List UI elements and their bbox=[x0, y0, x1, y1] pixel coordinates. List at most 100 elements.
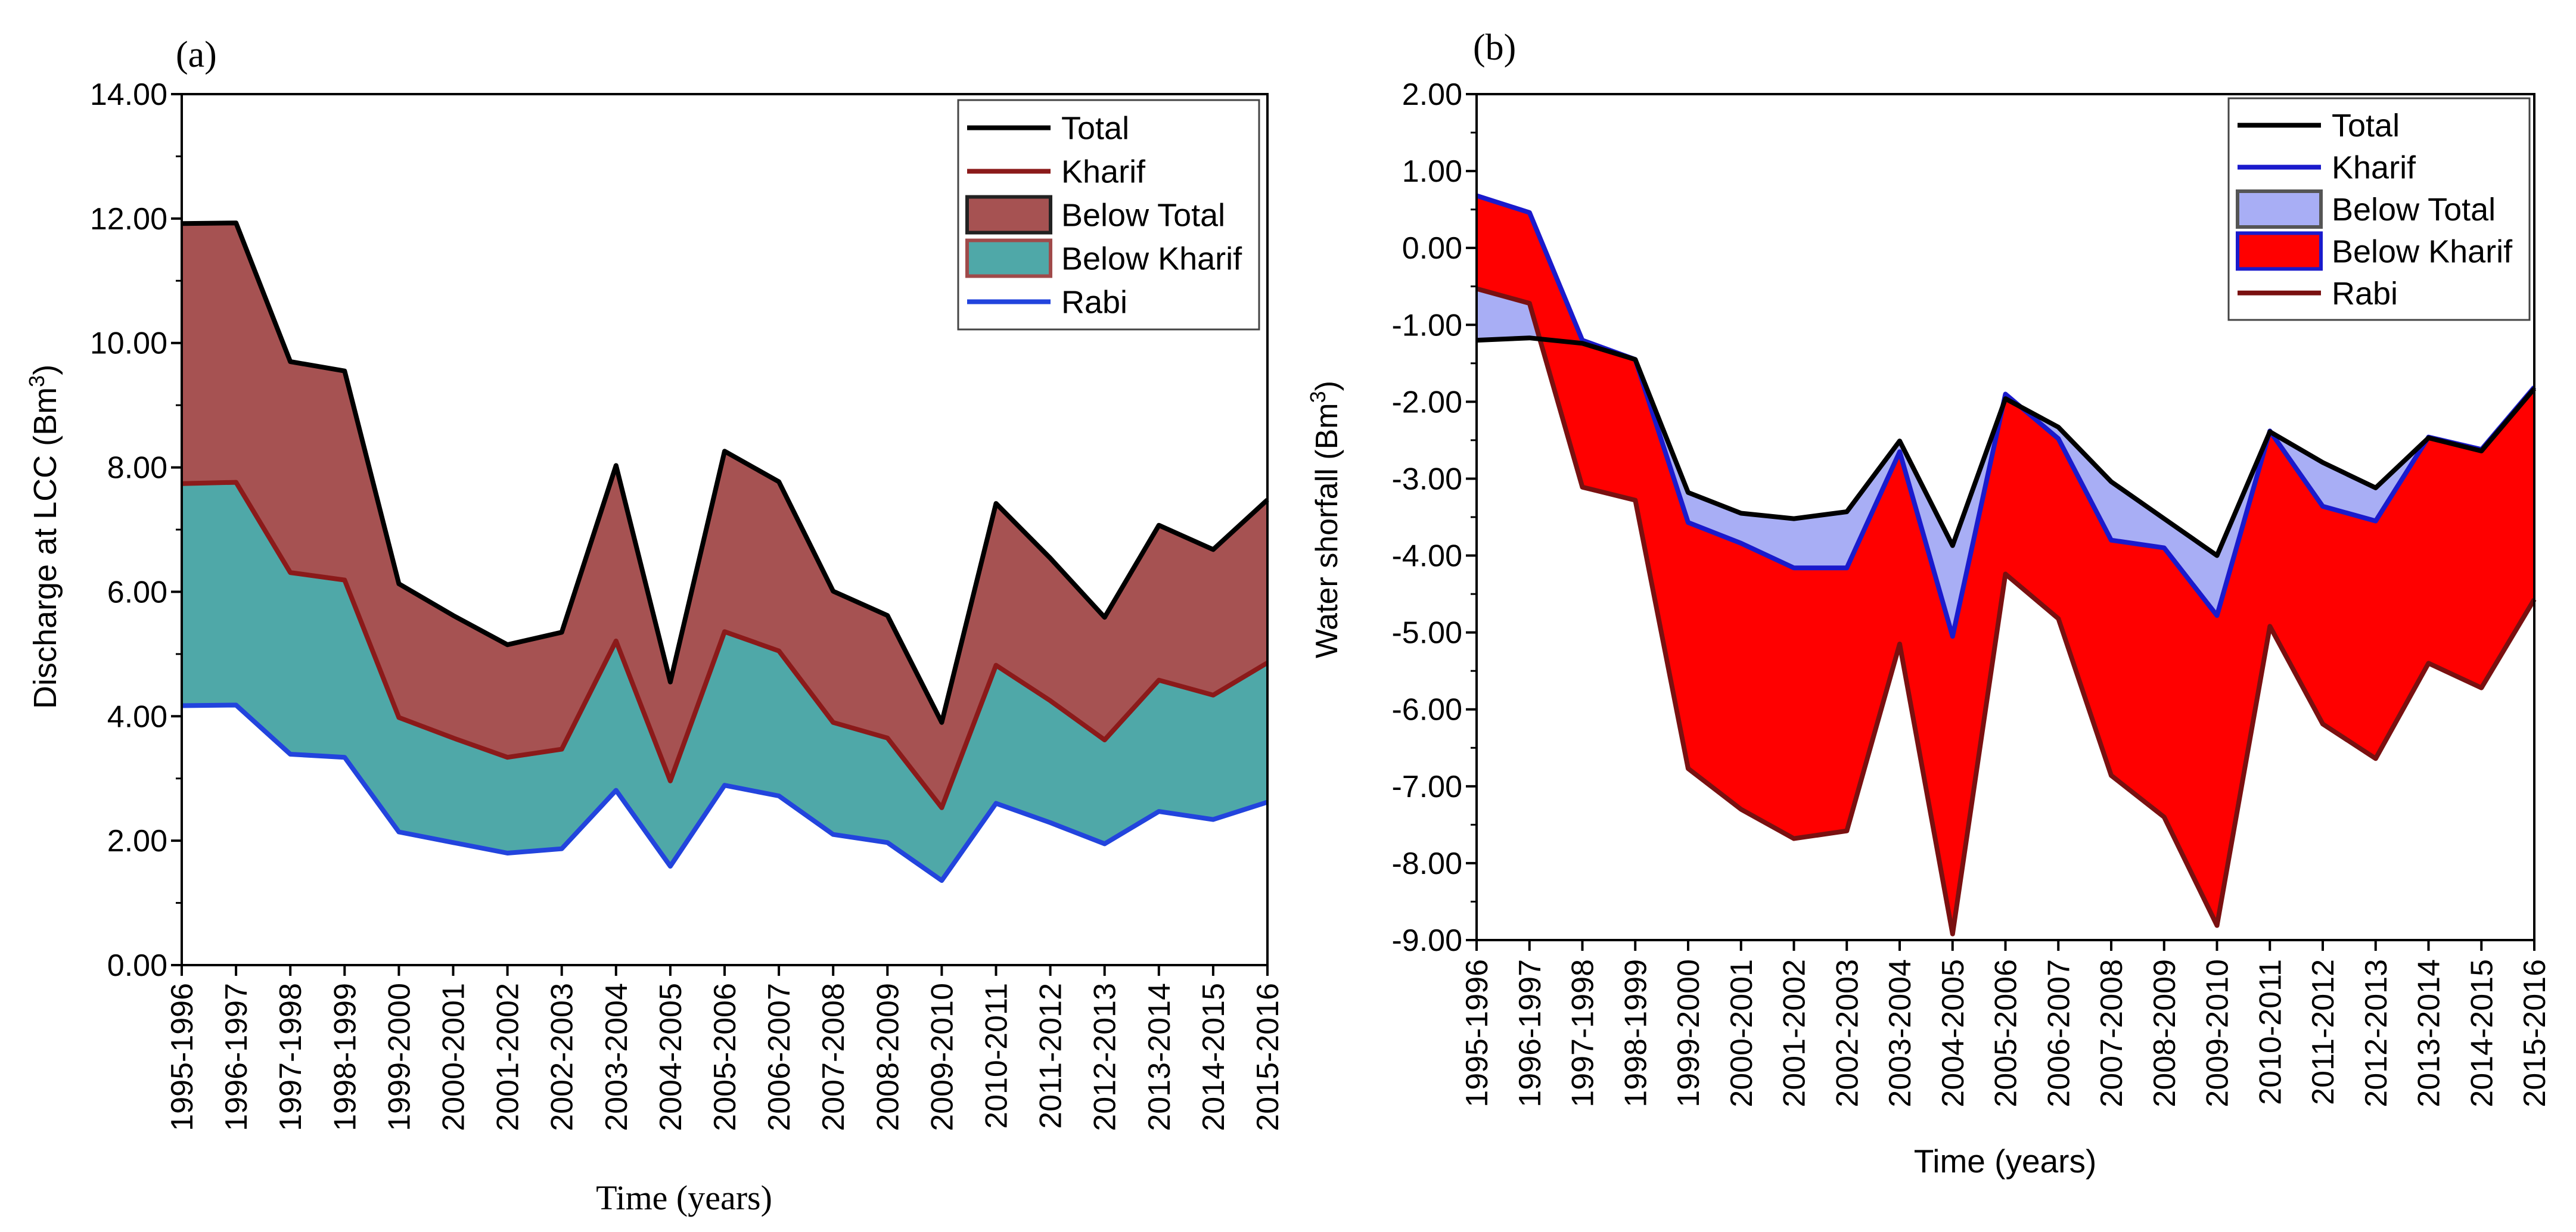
panel-b-x-axis-title: Time (years) bbox=[1914, 1143, 2097, 1180]
x-tick-label: 2013-2014 bbox=[2412, 959, 2447, 1107]
panel-b-lines bbox=[1475, 193, 2537, 937]
series-line-kharif bbox=[1475, 193, 2537, 639]
x-tick-label: 1998-1999 bbox=[1618, 959, 1653, 1107]
panel-b-y-axis: 2.00 1.00 0.00 -1.00 -2.00 -3.00 -4.00 -5.00 -6.… bbox=[1391, 77, 1477, 958]
series-line-rabi bbox=[1475, 286, 2537, 937]
x-tick-label: 1997-1998 bbox=[274, 983, 308, 1131]
x-tick-label: 2009-2010 bbox=[925, 983, 959, 1131]
legend-label: Kharif bbox=[1061, 154, 1146, 190]
legend-label: Below Kharif bbox=[2332, 234, 2513, 269]
x-tick-label: 2012-2013 bbox=[1088, 983, 1123, 1131]
y-tick-label: 14.00 bbox=[90, 77, 167, 112]
legend-swatch-fill bbox=[965, 238, 1052, 278]
x-tick-label: 1995-1996 bbox=[1460, 959, 1494, 1107]
panel-b-label: (b) bbox=[1473, 27, 1516, 68]
x-tick-label: 2011-2012 bbox=[2306, 959, 2341, 1105]
x-tick-label: 2008-2009 bbox=[871, 983, 905, 1131]
x-tick-label: 2005-2006 bbox=[1989, 959, 2024, 1107]
panel-b-x-axis: 1995-1996 1996-1997 1997-1998 1998-1999 1999… bbox=[1460, 940, 2552, 1107]
x-tick-label: 2007-2008 bbox=[816, 983, 851, 1131]
x-tick-label: 2011-2012 bbox=[1034, 983, 1068, 1129]
y-tick-label: -4.00 bbox=[1391, 539, 1462, 574]
x-tick-label: 2001-2002 bbox=[491, 983, 526, 1131]
x-tick-label: 1996-1997 bbox=[1513, 959, 1548, 1107]
y-tick-label: 8.00 bbox=[107, 451, 167, 486]
y-tick-label: 10.00 bbox=[90, 326, 167, 361]
x-tick-label: 2003-2004 bbox=[599, 983, 634, 1131]
x-tick-label: 2004-2005 bbox=[1936, 959, 1971, 1107]
area-below-total bbox=[182, 223, 1267, 808]
legend-label: Below Total bbox=[1061, 198, 1225, 234]
panel-b-y-axis-title: Water shorfall (Bm3) bbox=[1306, 381, 1344, 658]
legend-label: Total bbox=[2332, 108, 2400, 144]
y-tick-label: 4.00 bbox=[107, 699, 167, 734]
area-below-total bbox=[1477, 195, 2534, 637]
panel-b-legend: Total Kharif Below Total Below Kharif Rabi bbox=[2227, 97, 2531, 321]
x-tick-label: 2010-2011 bbox=[980, 983, 1014, 1129]
y-tick-label: 12.00 bbox=[90, 202, 167, 237]
panel-a-x-axis: 1995-1996 1996-1997 1997-1998 1998-1999 1999… bbox=[165, 965, 1285, 1131]
legend-label: Kharif bbox=[2332, 150, 2416, 186]
series-line-total bbox=[181, 220, 1269, 725]
y-tick-label: 0.00 bbox=[1402, 231, 1462, 266]
legend-label: Below Total bbox=[2332, 192, 2496, 228]
x-tick-label: 2010-2011 bbox=[2253, 959, 2288, 1105]
y-tick-label: -8.00 bbox=[1391, 847, 1462, 881]
x-tick-label: 2009-2010 bbox=[2201, 959, 2235, 1107]
legend-swatch-fill bbox=[965, 195, 1052, 235]
legend-label: Rabi bbox=[1061, 285, 1127, 321]
x-tick-label: 2013-2014 bbox=[1142, 983, 1177, 1131]
series-line-rabi bbox=[181, 702, 1269, 883]
x-tick-label: 1999-2000 bbox=[1671, 959, 1706, 1107]
x-tick-label: 2006-2007 bbox=[762, 983, 797, 1131]
x-tick-label: 2015-2016 bbox=[2518, 959, 2552, 1107]
y-tick-label: -6.00 bbox=[1391, 693, 1462, 727]
x-tick-label: 2002-2003 bbox=[545, 983, 580, 1131]
x-tick-label: 2007-2008 bbox=[2095, 959, 2129, 1107]
panel-a-x-axis-title: Time (years) bbox=[596, 1178, 772, 1217]
area-below-kharif bbox=[1477, 195, 2534, 934]
x-tick-label: 1998-1999 bbox=[328, 983, 362, 1131]
x-tick-label: 1999-2000 bbox=[382, 983, 417, 1131]
legend-swatch-fill bbox=[2236, 189, 2323, 229]
panel-a-label: (a) bbox=[176, 35, 217, 75]
x-tick-label: 2001-2002 bbox=[1778, 959, 1812, 1107]
y-tick-label: 6.00 bbox=[107, 575, 167, 609]
y-tick-label: 2.00 bbox=[1402, 77, 1462, 112]
x-tick-label: 1995-1996 bbox=[165, 983, 200, 1131]
area-below-kharif bbox=[182, 482, 1267, 881]
x-tick-label: 2006-2007 bbox=[2041, 959, 2076, 1107]
legend-label: Rabi bbox=[2332, 276, 2398, 312]
x-tick-label: 2005-2006 bbox=[708, 983, 742, 1131]
panel-a-y-axis-title: Discharge at LCC (Bm3) bbox=[24, 365, 63, 709]
y-tick-label: 1.00 bbox=[1402, 154, 1462, 189]
x-tick-label: 2014-2015 bbox=[2465, 959, 2499, 1107]
legend-label: Below Kharif bbox=[1061, 241, 1242, 277]
panel-b-chart: (b) 2.00 1.00 0.00 -1.00 -2.00 -3.00 -4.00 -5.0… bbox=[1306, 27, 2552, 1180]
panel-a-areas bbox=[182, 223, 1267, 881]
y-tick-label: -7.00 bbox=[1391, 770, 1462, 804]
series-line-kharif bbox=[181, 480, 1269, 810]
x-tick-label: 2014-2015 bbox=[1197, 983, 1231, 1131]
y-tick-label: 2.00 bbox=[107, 824, 167, 858]
x-tick-label: 2000-2001 bbox=[437, 983, 471, 1131]
x-tick-label: 1996-1997 bbox=[219, 983, 254, 1131]
x-tick-label: 2000-2001 bbox=[1724, 959, 1759, 1107]
panel-a-legend: Total Kharif Below Total Below Kharif Rabi bbox=[957, 99, 1260, 331]
x-tick-label: 2008-2009 bbox=[2148, 959, 2182, 1107]
panel-a-lines bbox=[181, 220, 1269, 883]
panel-a-chart: (a) 0.002.004.006.008.0010.0012.0014.00 … bbox=[24, 35, 1285, 1217]
panel-b-areas bbox=[1477, 195, 2534, 934]
y-tick-label: -2.00 bbox=[1391, 385, 1462, 419]
legend-label: Total bbox=[1061, 111, 1129, 147]
y-tick-label: -9.00 bbox=[1391, 923, 1462, 958]
y-tick-label: -5.00 bbox=[1391, 616, 1462, 651]
series-line-total bbox=[1476, 335, 2537, 558]
y-tick-label: -3.00 bbox=[1391, 462, 1462, 496]
x-tick-label: 2002-2003 bbox=[1830, 959, 1865, 1107]
panel-a-y-axis: 0.00 2.00 4.00 6.00 8.00 10.00 12.00 14.00 bbox=[90, 77, 182, 983]
y-tick-label: -1.00 bbox=[1391, 308, 1462, 343]
x-tick-label: 1997-1998 bbox=[1566, 959, 1601, 1107]
y-tick-label: 0.00 bbox=[107, 948, 167, 983]
